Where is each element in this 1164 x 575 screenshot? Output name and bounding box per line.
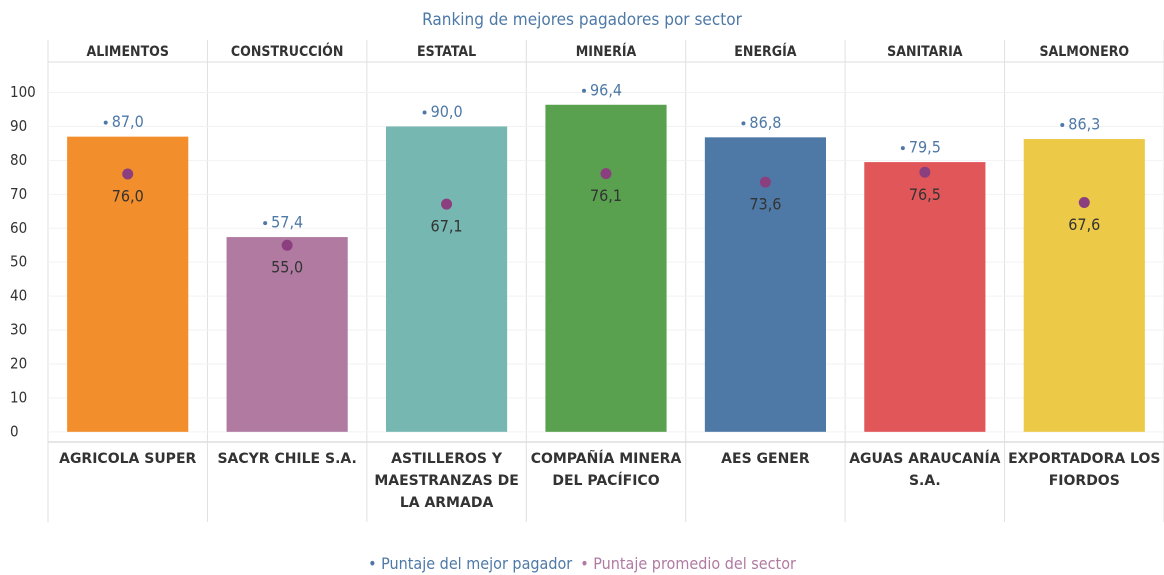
y-tick-label: 40 <box>10 287 27 305</box>
y-tick-label: 80 <box>10 151 27 169</box>
sector-header: ALIMENTOS <box>86 44 169 60</box>
x-label-box: AGUAS ARAUCANÍA S.A. <box>849 451 1001 489</box>
label-bullet <box>422 110 427 115</box>
label-bullet <box>900 146 905 151</box>
label-bullet <box>582 88 586 93</box>
x-tick-label: ASTILLEROS Y MAESTRANZAS DE LA ARMADA <box>374 451 519 511</box>
bar <box>545 104 667 432</box>
value-label: 96,4 <box>590 80 622 99</box>
x-tick-label: COMPAÑÍA MINERA DEL PACÍFICO <box>530 451 682 489</box>
x-label-box: EXPORTADORA LOS FIORDOS <box>1008 451 1161 489</box>
avg-dot <box>122 168 134 180</box>
legend-entry: Puntaje promedio del sector <box>593 554 796 573</box>
sector-header: SANITARIA <box>887 44 963 60</box>
sector-header: MINERÍA <box>576 43 637 60</box>
label-bullet <box>741 121 746 126</box>
y-tick-label: 60 <box>10 219 27 237</box>
bar <box>67 136 189 432</box>
x-label-box: SACYR CHILE S.A. <box>217 451 357 467</box>
value-label: 57,4 <box>271 213 303 232</box>
bar <box>385 126 508 432</box>
label-bullet <box>103 120 108 125</box>
x-label-box: AES GENER <box>721 451 810 467</box>
avg-label: 73,6 <box>749 195 781 214</box>
x-label-box: COMPAÑÍA MINERA DEL PACÍFICO <box>530 451 682 489</box>
y-tick-label: 90 <box>10 117 27 135</box>
sector-header: CONSTRUCCIÓN <box>231 42 344 60</box>
x-tick-label: AES GENER <box>721 451 810 467</box>
avg-label: 76,5 <box>909 185 941 204</box>
avg-dot <box>919 166 931 178</box>
x-tick-label: EXPORTADORA LOS FIORDOS <box>1008 451 1161 489</box>
y-tick-label: 30 <box>10 321 27 339</box>
bar <box>1023 139 1145 432</box>
legend-bullet: • <box>580 554 593 573</box>
avg-label: 76,1 <box>590 186 622 205</box>
chart-title: Ranking de mejores pagadores por sector <box>422 10 742 30</box>
avg-label: 55,0 <box>271 258 303 277</box>
y-tick-label: 70 <box>10 185 27 203</box>
x-tick-label: AGRICOLA SUPER <box>59 451 197 467</box>
avg-dot <box>281 239 293 251</box>
y-tick-label: 50 <box>10 253 27 271</box>
y-tick-label: 20 <box>10 354 27 372</box>
y-tick-label: 10 <box>10 388 27 406</box>
avg-dot <box>759 176 771 188</box>
value-label: 79,5 <box>909 138 941 157</box>
x-tick-label: SACYR CHILE S.A. <box>217 451 357 467</box>
legend: • Puntaje del mejor pagador • Puntaje pro… <box>368 554 796 573</box>
avg-dot <box>441 198 453 210</box>
x-tick-label: AGUAS ARAUCANÍA S.A. <box>849 451 1001 489</box>
y-tick-label: 0 <box>10 422 19 440</box>
value-label: 86,8 <box>749 113 781 132</box>
avg-dot <box>600 168 612 180</box>
avg-label: 76,0 <box>112 186 144 205</box>
x-label-box: AGRICOLA SUPER <box>59 451 197 467</box>
sector-header: ENERGÍA <box>734 43 796 60</box>
avg-label: 67,6 <box>1068 215 1100 234</box>
bar <box>864 162 986 432</box>
value-label: 87,0 <box>112 112 144 131</box>
sector-header: ESTATAL <box>417 44 476 60</box>
label-bullet <box>263 221 268 226</box>
value-label: 86,3 <box>1068 115 1100 134</box>
value-label: 90,0 <box>431 102 463 121</box>
label-bullet <box>1060 123 1065 128</box>
legend-entry: Puntaje del mejor pagador <box>381 554 572 573</box>
avg-label: 67,1 <box>431 217 463 236</box>
x-label-box: ASTILLEROS Y MAESTRANZAS DE LA ARMADA <box>374 451 519 511</box>
bar <box>226 237 348 432</box>
avg-dot <box>1078 196 1090 208</box>
y-tick-label: 100 <box>10 83 36 101</box>
sector-header: SALMONERO <box>1039 44 1129 60</box>
legend-bullet: • <box>368 554 381 573</box>
